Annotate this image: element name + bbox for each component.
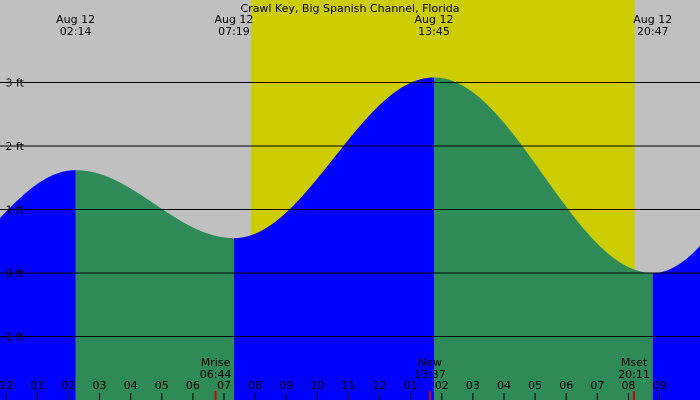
falling-tide-area <box>434 77 653 400</box>
rising-tide-area <box>233 77 434 400</box>
hour-label: 11 <box>341 379 355 392</box>
event-time: 20:47 <box>637 25 669 38</box>
hour-label: 05 <box>155 379 169 392</box>
hour-label: 01 <box>30 379 44 392</box>
moon-event-name: Mrise <box>201 356 231 369</box>
y-tick-label: -1 ft <box>2 331 25 344</box>
falling-tide-area <box>75 170 234 400</box>
moon-event-name: Mset <box>621 356 648 369</box>
hour-label: 04 <box>497 379 511 392</box>
hour-label: 02 <box>435 379 449 392</box>
moon-event-time: 13:37 <box>414 368 446 381</box>
moon-event-name: New <box>418 356 442 369</box>
event-date: Aug 12 <box>633 13 672 26</box>
hour-label: 09 <box>653 379 667 392</box>
event-date: Aug 12 <box>56 13 95 26</box>
rising-tide-area <box>652 245 700 400</box>
y-tick-label: 2 ft <box>6 140 25 153</box>
chart-title: Crawl Key, Big Spanish Channel, Florida <box>240 2 459 15</box>
y-tick-label: 0 ft <box>6 267 25 280</box>
hour-label: 04 <box>124 379 138 392</box>
hour-label: 12 <box>0 379 13 392</box>
hour-label: 12 <box>373 379 387 392</box>
hour-label: 09 <box>279 379 293 392</box>
hour-label: 07 <box>217 379 231 392</box>
y-tick-label: 3 ft <box>6 77 25 90</box>
hour-label: 05 <box>528 379 542 392</box>
tide-areas <box>0 77 700 400</box>
hour-label: 02 <box>61 379 75 392</box>
y-tick-labels: 3 ft 2 ft 1 ft 0 ft -1 ft <box>2 77 25 344</box>
hour-label: 10 <box>310 379 324 392</box>
moon-event-time: 06:44 <box>200 368 232 381</box>
event-time: 13:45 <box>418 25 450 38</box>
hour-label: 08 <box>621 379 635 392</box>
hour-label: 08 <box>248 379 262 392</box>
hour-label: 06 <box>186 379 200 392</box>
event-time: 07:19 <box>218 25 250 38</box>
event-date: Aug 12 <box>214 13 253 26</box>
moon-event-time: 20:11 <box>618 368 650 381</box>
height-gridlines <box>0 82 700 338</box>
hour-label: 03 <box>93 379 107 392</box>
hour-label: 07 <box>590 379 604 392</box>
hour-label: 03 <box>466 379 480 392</box>
y-tick-label: 1 ft <box>6 204 25 217</box>
hour-label: 01 <box>404 379 418 392</box>
rising-tide-area <box>0 170 76 400</box>
hour-label: 06 <box>559 379 573 392</box>
hour-ticks: 1112010203040506070809101112010203040506… <box>0 379 667 400</box>
event-time: 02:14 <box>60 25 92 38</box>
event-date: Aug 12 <box>415 13 454 26</box>
